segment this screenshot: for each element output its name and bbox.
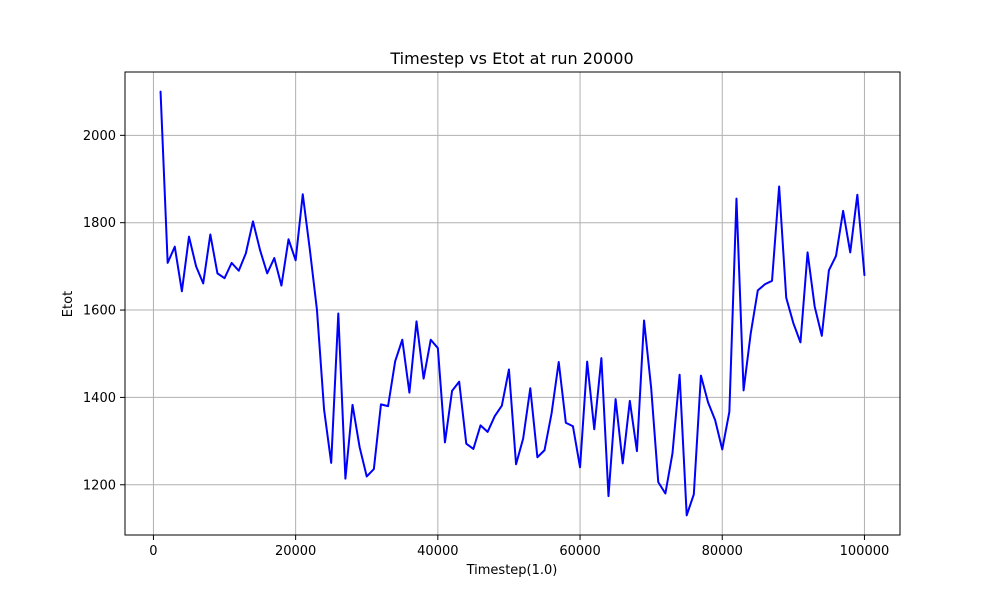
x-axis-label: Timestep(1.0)	[466, 563, 558, 578]
x-tick-label: 100000	[840, 544, 890, 559]
x-tick-label: 20000	[275, 544, 316, 559]
y-tick-label: 1600	[83, 304, 116, 319]
series-group	[159, 90, 866, 517]
y-tick-label: 1200	[83, 478, 116, 493]
y-axis: 1200 1400 1600 1800 2000	[83, 129, 125, 493]
y-axis-label: Etot	[61, 291, 76, 317]
y-tick-label: 1800	[83, 216, 116, 231]
x-tick-label: 0	[149, 544, 157, 559]
y-tick-label: 1400	[83, 391, 116, 406]
plot-frame	[124, 71, 901, 536]
x-tick-label: 40000	[417, 544, 458, 559]
chart-title: Timestep vs Etot at run 20000	[389, 49, 633, 68]
x-tick-label: 80000	[702, 544, 743, 559]
grid	[125, 72, 900, 535]
x-axis: 0 20000 40000 60000 80000 100000	[149, 535, 889, 559]
y-tick-label: 2000	[83, 129, 116, 144]
series-line-0	[159, 90, 866, 517]
x-tick-label: 60000	[559, 544, 600, 559]
